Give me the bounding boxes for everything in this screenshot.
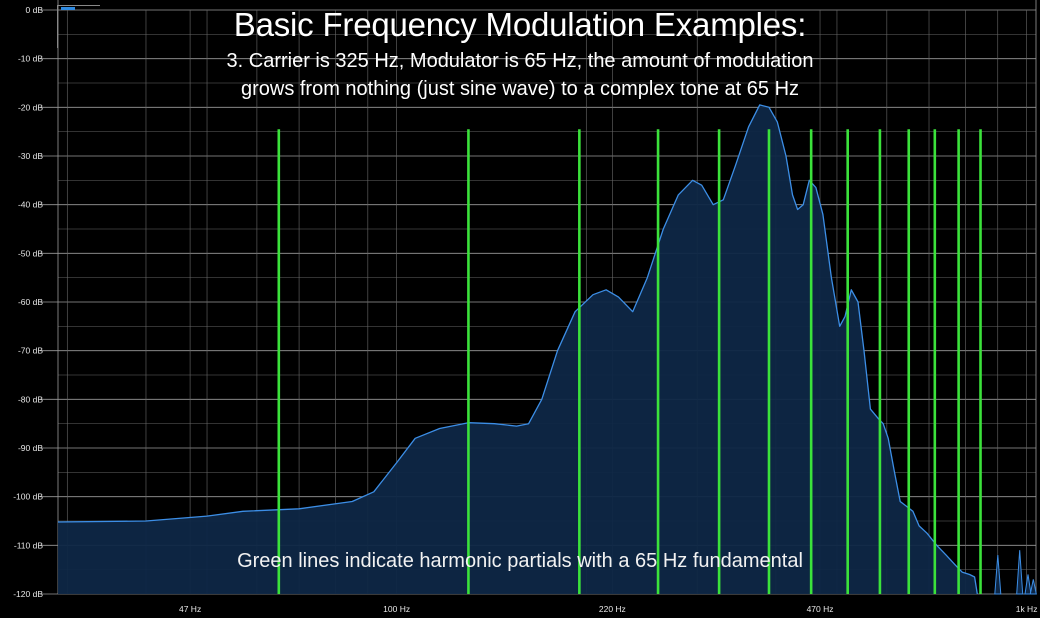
y-tick-label: -30 dB [18, 151, 43, 161]
tail-spike [994, 555, 1002, 595]
y-tick-label: -80 dB [18, 394, 43, 404]
level-meter-indicator [57, 5, 100, 48]
y-tick-label: -110 dB [14, 540, 43, 550]
y-tick-label: -100 dB [13, 492, 43, 502]
spectrum-curve [57, 104, 978, 595]
level-meter-fill [61, 7, 75, 10]
harmonic-annotation: Green lines indicate harmonic partials w… [237, 550, 803, 572]
y-tick-label: -120 dB [13, 589, 43, 599]
y-tick-label: -50 dB [18, 248, 43, 258]
x-tick-label: 1k Hz [1016, 604, 1038, 614]
chart-title: Basic Frequency Modulation Examples: [233, 6, 807, 43]
spectrum-fill [58, 104, 978, 595]
harmonic-markers [277, 129, 982, 594]
x-axis-labels: 47 Hz 100 Hz 220 Hz 470 Hz 1k Hz [179, 604, 1037, 614]
x-tick-label: 220 Hz [599, 604, 626, 614]
x-tick-label: 470 Hz [807, 604, 834, 614]
tail-spike [1016, 550, 1024, 595]
y-tick-label: -70 dB [18, 346, 43, 356]
y-tick-label: -90 dB [18, 443, 43, 453]
y-axis-labels: 0 dB -10 dB -20 dB -30 dB -40 dB -50 dB -60 dB… [13, 5, 43, 599]
chart-subtitle-line-1: 3. Carrier is 325 Hz, Modulator is 65 Hz… [226, 50, 814, 72]
y-tick-label: 0 dB [26, 5, 44, 15]
tail-spike [1029, 579, 1037, 595]
spectrum-area [57, 104, 978, 595]
y-tick-label: -20 dB [18, 102, 43, 112]
x-tick-label: 100 Hz [383, 604, 410, 614]
y-tick-label: -60 dB [18, 297, 43, 307]
spectrum-tail-spikes [994, 550, 1037, 595]
vertical-gridlines [57, 0, 1037, 594]
x-tick-label: 47 Hz [179, 604, 201, 614]
tail-spike [1024, 574, 1032, 595]
chart-subtitle-line-2: grows from nothing (just sine wave) to a… [240, 78, 800, 100]
y-tick-label: -10 dB [18, 54, 43, 64]
y-tick-label: -40 dB [18, 200, 43, 210]
